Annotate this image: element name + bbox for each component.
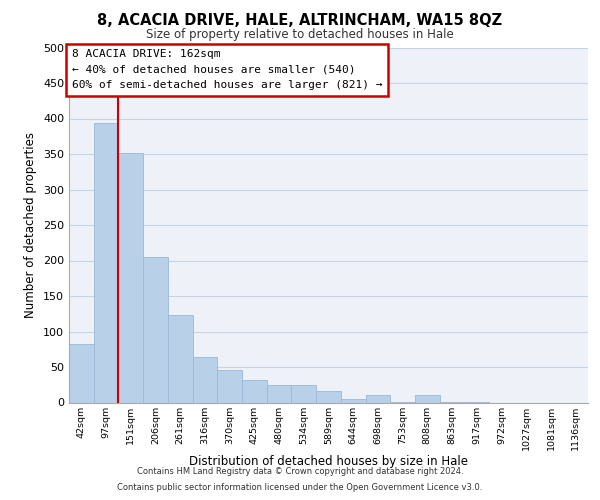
Y-axis label: Number of detached properties: Number of detached properties (25, 132, 37, 318)
Bar (242, 380, 267, 402)
Bar (94, 124, 118, 402)
Bar (365, 396, 390, 402)
X-axis label: Distribution of detached houses by size in Hale: Distribution of detached houses by size … (189, 455, 468, 468)
Bar (193, 357, 217, 403)
Bar (143, 257, 168, 402)
Text: 8 ACACIA DRIVE: 162sqm
← 40% of detached houses are smaller (540)
60% of semi-de: 8 ACACIA DRIVE: 162sqm ← 40% of detached… (71, 50, 382, 90)
Bar (168, 315, 193, 402)
Text: Contains public sector information licensed under the Open Government Licence v3: Contains public sector information licen… (118, 484, 482, 492)
Bar (217, 370, 242, 402)
Bar (267, 385, 292, 402)
Bar (292, 385, 316, 402)
Bar (118, 154, 143, 402)
Bar (341, 399, 365, 402)
Bar (415, 396, 440, 402)
Text: 8, ACACIA DRIVE, HALE, ALTRINCHAM, WA15 8QZ: 8, ACACIA DRIVE, HALE, ALTRINCHAM, WA15 … (97, 13, 503, 28)
Text: Contains HM Land Registry data © Crown copyright and database right 2024.: Contains HM Land Registry data © Crown c… (137, 467, 463, 476)
Bar (69, 344, 94, 403)
Text: Size of property relative to detached houses in Hale: Size of property relative to detached ho… (146, 28, 454, 41)
Bar (316, 391, 341, 402)
